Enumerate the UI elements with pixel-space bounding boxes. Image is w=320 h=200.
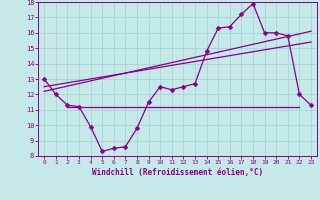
X-axis label: Windchill (Refroidissement éolien,°C): Windchill (Refroidissement éolien,°C) [92,168,263,177]
